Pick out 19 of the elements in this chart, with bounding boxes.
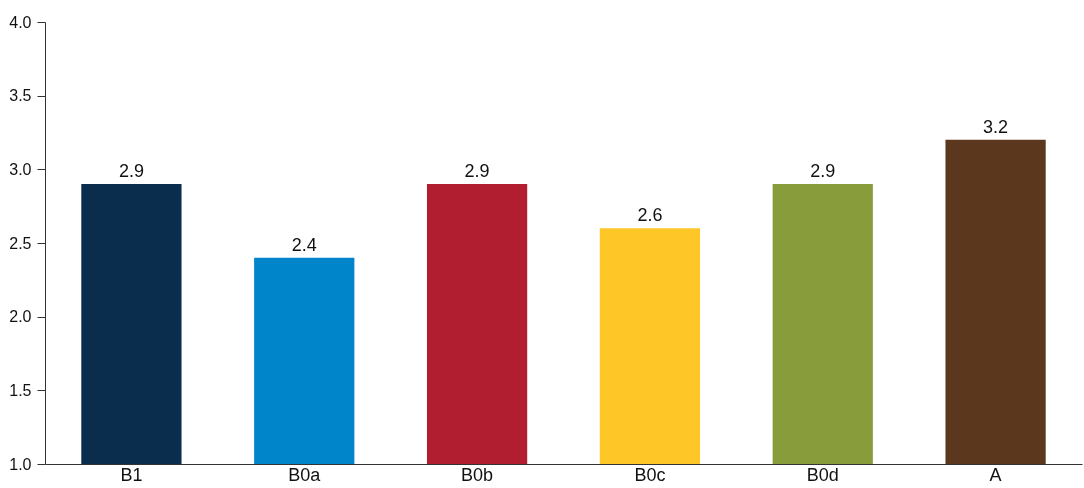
data-label: 3.2 <box>983 116 1009 137</box>
x-tick-label: B0c <box>634 464 666 485</box>
x-tick-label: B0b <box>461 464 494 485</box>
y-tick-label: 1.5 <box>9 381 32 399</box>
x-tick-label: A <box>989 464 1002 485</box>
y-tick-label: 2.5 <box>9 234 32 252</box>
data-label: 2.4 <box>291 234 317 255</box>
data-label: 2.9 <box>810 161 836 182</box>
y-tick-label: 3.0 <box>9 160 32 178</box>
y-tick-label: 1.0 <box>9 455 32 473</box>
data-label: 2.9 <box>464 161 490 182</box>
x-tick-label: B0a <box>288 464 322 485</box>
data-label: 2.6 <box>637 205 663 226</box>
y-tick-label: 4.0 <box>9 13 32 31</box>
x-tick-label: B1 <box>120 464 143 485</box>
data-label: 2.9 <box>118 161 144 182</box>
y-tick-label: 2.0 <box>9 308 32 326</box>
x-tick-label: B0d <box>806 464 839 485</box>
y-tick-label: 3.5 <box>9 87 32 105</box>
